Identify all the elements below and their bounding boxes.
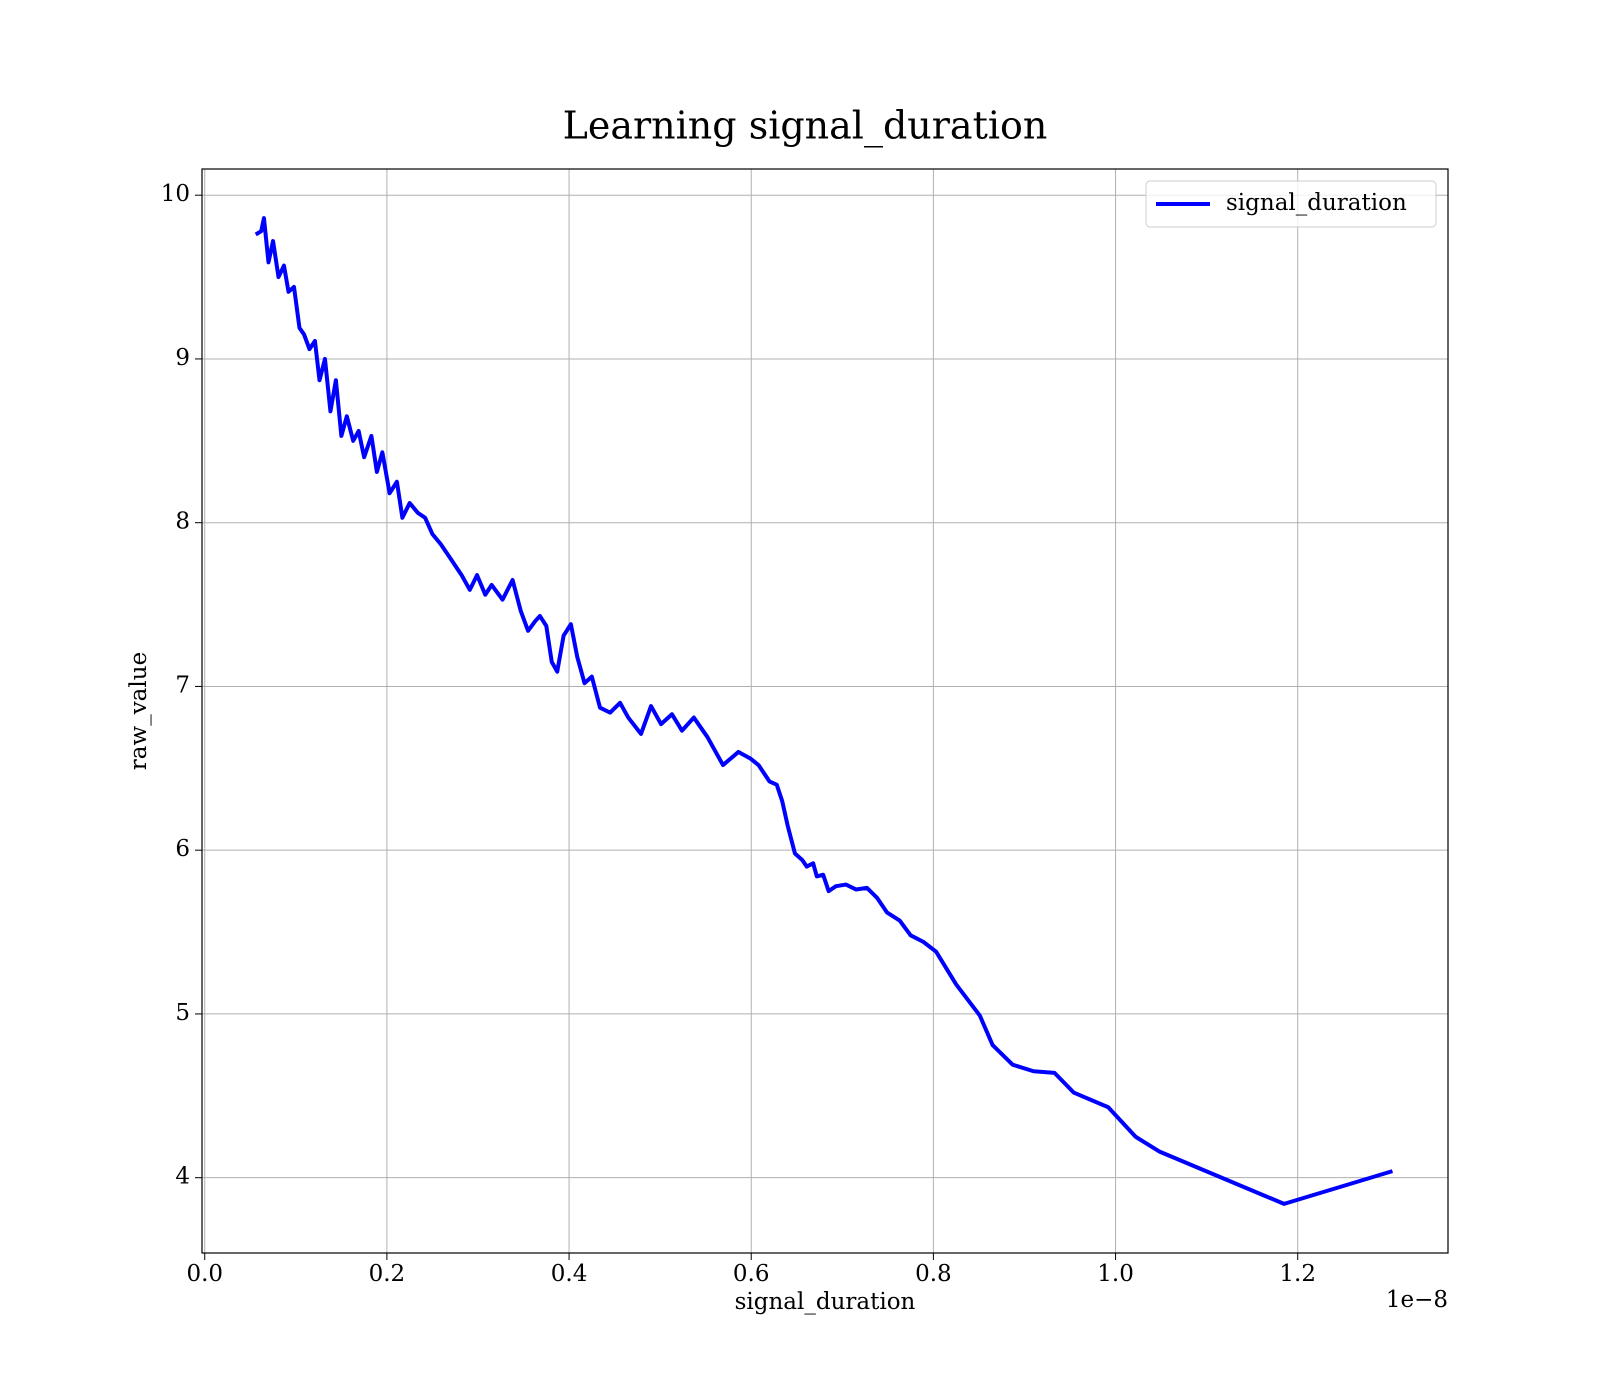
x-axis-label: signal_duration (735, 1289, 916, 1315)
x-tick-label: 0.4 (551, 1261, 588, 1287)
legend-box (1145, 180, 1437, 228)
y-tick-label: 6 (175, 836, 190, 862)
x-tick-label: 0.0 (186, 1261, 223, 1287)
y-tick-label: 8 (175, 509, 190, 535)
axes-frame (201, 168, 1449, 1254)
y-tick-label: 4 (175, 1164, 190, 1190)
x-tick-label: 0.2 (369, 1261, 406, 1287)
legend-label: signal_duration (1226, 190, 1407, 216)
data-line (254, 216, 1394, 1206)
x-tick-label: 0.6 (733, 1261, 770, 1287)
chart-title: Learning signal_duration (563, 104, 1048, 149)
x-tick-label: 1.2 (1279, 1261, 1316, 1287)
y-tick-label: 7 (175, 672, 190, 698)
y-tick-label: 9 (175, 345, 190, 371)
x-offset-label: 1e−8 (1386, 1287, 1448, 1313)
x-tick-label: 0.8 (915, 1261, 952, 1287)
x-tick-label: 1.0 (1097, 1261, 1134, 1287)
y-axis-label: raw_value (126, 652, 152, 770)
y-tick-label: 10 (161, 181, 190, 207)
y-tick-label: 5 (175, 1000, 190, 1026)
